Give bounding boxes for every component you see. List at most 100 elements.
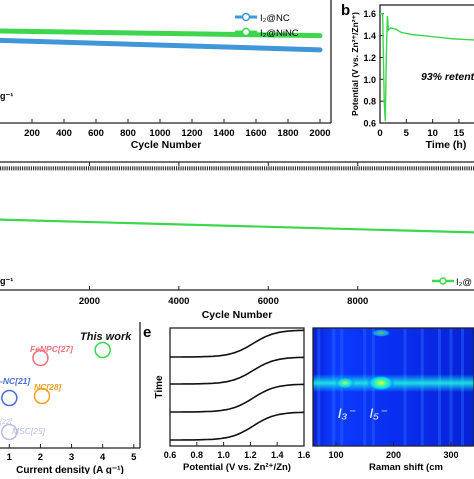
raman-tick-marks (335, 442, 452, 446)
panel-b-tick-marks (379, 13, 460, 124)
panel-d-point-1 (32, 349, 49, 367)
panel-e-charge-curve-1 (170, 383, 305, 413)
panel-d-point-label-0: This work (80, 331, 132, 343)
panel-e-x-tick-label: 1.0 (217, 450, 230, 460)
panel-a-legend: I₂@NC I₂@NiNC (235, 12, 299, 39)
panel-b-x-tick-label: 5 (404, 128, 410, 139)
panel-c-xlabel: Cycle Number (202, 309, 273, 321)
panel-e-x-tick-label: 0.8 (191, 450, 204, 460)
raman-xlabel: Raman shift (cm (369, 462, 443, 473)
raman-x-tick-label: 200 (386, 450, 401, 460)
panel-d-point-label-1: FeNPC[27] (30, 344, 74, 354)
panel-e-raman: 100 200 300 I₃⁻ I₅⁻ Raman shift (cm (312, 327, 474, 473)
legend-marker-ninc (241, 27, 251, 37)
panel-d-points: This work FeNPC[27] NC[28]-NC[21] MSC[25][2… (0, 331, 132, 441)
panel-d-point-3 (1, 389, 18, 407)
panel-a-x-tick-label: 1200 (181, 128, 202, 139)
panel-c-x-tick-label: 4000 (168, 296, 189, 307)
panel-e-x-tick-label: 1.2 (244, 450, 257, 460)
panel-b-y-tick-label: 1.6 (363, 9, 376, 19)
panel-e-tick-marks (169, 442, 305, 446)
raman-x-tick-label: 300 (443, 450, 458, 460)
panel-e-x-tick-label: 0.6 (164, 450, 177, 460)
panel-b-x-tick-label: 0 (377, 128, 382, 139)
legend-label-nc: I₂@NC (260, 13, 290, 24)
panel-a-tick-marks (31, 119, 321, 123)
panel-c-partial-label: g⁻¹ (0, 276, 13, 286)
panel-d-point-0 (94, 341, 111, 359)
legend-marker-nc (241, 12, 251, 22)
panel-c-legend: I₂@ (432, 277, 472, 288)
panel-e-discharge-curve-0 (170, 356, 305, 385)
panel-e-letter: e (143, 324, 151, 341)
panel-d-x-tick-label: 4 (100, 452, 106, 463)
panel-e-x-tick-label: 1.6 (298, 450, 311, 460)
panel-d-x-tick-label: 1 (7, 452, 13, 463)
raman-peak-i5 (367, 375, 395, 391)
panel-e: e 0.6 0.8 1.0 1.2 1.4 1.6 Time Potential (V v… (143, 324, 310, 473)
panel-d-point-2 (33, 387, 51, 405)
panel-b: b 0.6 0.8 1.0 1.2 1.4 1.6 0 5 10 15 Potential (V … (341, 2, 474, 151)
panel-d: 1 2 3 4 5 This work FeNPC[27] NC[28]-NC[21] MSC… (0, 322, 141, 476)
panel-b-y-tick-label: 0.6 (363, 119, 376, 129)
panel-b-y-tick-label: 0.8 (363, 97, 376, 107)
panel-a-x-tick-label: 200 (24, 128, 40, 139)
panel-b-series (380, 13, 474, 121)
panel-c-series-line-0 (0, 218, 474, 234)
panel-a-x-tick-label: 400 (56, 128, 72, 139)
panel-b-xlabel: Time (h) (426, 139, 467, 151)
panel-a-x-tick-label: 2000 (309, 128, 330, 139)
raman-peak-top (371, 329, 391, 337)
panel-d-point-label-2: NC[28] (34, 382, 63, 392)
panel-d-tick-labels: 1 2 3 4 5 (7, 452, 137, 463)
panel-d-xlabel: Current density (A g⁻¹) (16, 465, 124, 474)
raman-peak-i3 (335, 377, 355, 389)
panel-e-series (170, 329, 305, 441)
panel-b-series-line-0 (380, 13, 474, 121)
panel-b-x-tick-label: 10 (427, 128, 438, 139)
panel-c-x-tick-label: 6000 (258, 296, 279, 307)
panel-c-tick-marks (88, 162, 359, 290)
panel-b-plot-frame (379, 4, 474, 124)
panel-e-charge-curve-0 (170, 329, 305, 358)
panel-e-xlabel: Potential (V vs. Zn²⁺/Zn) (183, 462, 291, 473)
panel-a-x-tick-label: 1800 (277, 128, 298, 139)
panel-b-annotation: 93% retent (421, 71, 474, 83)
panel-b-letter: b (341, 2, 350, 19)
panel-d-x-tick-label: 5 (131, 452, 137, 463)
panel-a-x-tick-label: 1400 (213, 128, 234, 139)
panel-c-legend-marker (439, 277, 447, 285)
panel-a-series-line-1 (0, 28, 323, 39)
panel-a-xlabel: Cycle Number (131, 139, 202, 151)
panel-e-plot-frame (169, 327, 305, 447)
panel-d-point-label-5: [22] (0, 419, 13, 426)
raman-tick-labels: 100 200 300 (328, 450, 458, 460)
panel-a-x-tick-label: 1600 (245, 128, 266, 139)
panel-a-x-tick-label: 600 (88, 128, 104, 139)
raman-peak-label-0: I₃⁻ (338, 405, 356, 421)
panel-c-x-tick-label: 8000 (347, 296, 368, 307)
panel-e-discharge-curve-1 (170, 411, 305, 441)
panel-b-y-tick-label: 1.4 (363, 31, 376, 41)
panel-c: 2000 4000 6000 8000 g⁻¹ I₂@ Cycle Number (0, 161, 474, 321)
legend-label-ninc: I₂@NiNC (260, 28, 299, 39)
panel-c-legend-label: I₂@ (456, 277, 472, 288)
panel-d-x-tick-label: 2 (38, 452, 43, 463)
raman-peak-labels: I₃⁻ I₅⁻ (338, 405, 388, 421)
panel-e-ylabel: Time (154, 375, 165, 399)
panel-d-x-tick-label: 3 (69, 452, 74, 463)
panel-d-point-label-4: MSC[25] (12, 426, 46, 436)
raman-peak-label-1: I₅⁻ (369, 405, 388, 421)
panel-b-y-tick-label: 1.0 (363, 75, 376, 85)
panel-d-tick-marks (8, 444, 135, 448)
panel-b-ylabel: Potential (V vs. Zn²⁺/Zn²⁺) (350, 12, 360, 116)
panel-c-series (0, 166, 474, 234)
panel-a-tick-labels: 200 400 600 800 1000 1200 1400 1600 1800 2000 (24, 128, 331, 139)
panel-c-x-tick-label: 2000 (79, 296, 100, 307)
panel-d-point-label-3: -NC[21] (0, 376, 31, 386)
panel-a-x-tick-label: 800 (120, 128, 136, 139)
panel-a-series (0, 28, 323, 53)
panel-b-y-tick-label: 1.2 (363, 53, 376, 63)
